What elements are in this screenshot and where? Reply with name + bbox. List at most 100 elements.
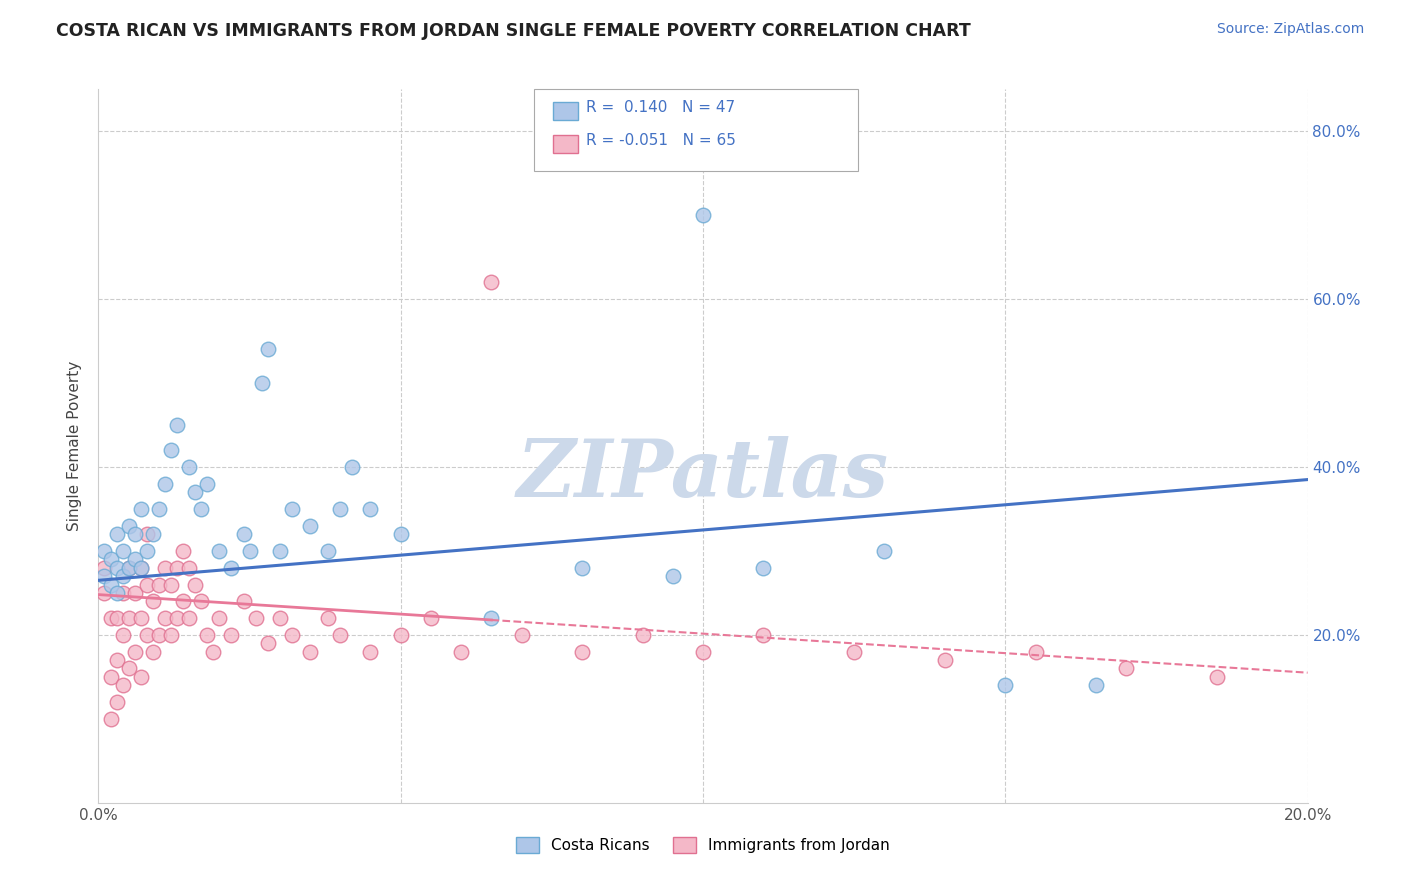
Point	[118, 661, 141, 675]
Point	[631, 628, 654, 642]
Point	[105, 611, 128, 625]
Point	[105, 586, 128, 600]
Point	[129, 502, 152, 516]
Text: Source: ZipAtlas.com: Source: ZipAtlas.com	[1216, 22, 1364, 37]
Point	[256, 343, 278, 357]
Point	[153, 560, 176, 574]
Point	[661, 569, 683, 583]
Point	[752, 628, 775, 642]
Point	[299, 645, 322, 659]
Point	[752, 560, 775, 574]
Point	[118, 611, 141, 625]
Point	[510, 628, 533, 642]
Point	[221, 560, 243, 574]
Point	[450, 645, 472, 659]
Point	[481, 611, 503, 625]
Point	[166, 417, 188, 432]
Point	[105, 653, 128, 667]
Point	[135, 544, 157, 558]
Point	[100, 611, 122, 625]
Point	[256, 636, 278, 650]
Point	[179, 560, 201, 574]
Point	[316, 544, 339, 558]
Point	[148, 628, 170, 642]
Point	[129, 560, 152, 574]
Point	[1206, 670, 1229, 684]
Point	[118, 560, 141, 574]
Point	[184, 485, 207, 500]
Point	[1024, 645, 1046, 659]
Point	[111, 678, 134, 692]
Point	[166, 611, 188, 625]
Point	[111, 586, 134, 600]
Point	[124, 552, 146, 566]
Point	[172, 594, 194, 608]
Point	[142, 527, 165, 541]
Point	[329, 502, 352, 516]
Point	[129, 670, 152, 684]
Point	[118, 560, 141, 574]
Point	[93, 569, 115, 583]
Point	[281, 502, 304, 516]
Text: COSTA RICAN VS IMMIGRANTS FROM JORDAN SINGLE FEMALE POVERTY CORRELATION CHART: COSTA RICAN VS IMMIGRANTS FROM JORDAN SI…	[56, 22, 972, 40]
Point	[129, 560, 152, 574]
Point	[148, 577, 170, 591]
Point	[195, 628, 218, 642]
Y-axis label: Single Female Poverty: Single Female Poverty	[67, 361, 83, 531]
Point	[179, 460, 201, 475]
Point	[135, 628, 157, 642]
Point	[100, 577, 122, 591]
Point	[190, 502, 212, 516]
Point	[153, 611, 176, 625]
Point	[934, 653, 956, 667]
Point	[329, 628, 352, 642]
Point	[172, 544, 194, 558]
Point	[994, 678, 1017, 692]
Point	[239, 544, 262, 558]
Point	[142, 594, 165, 608]
Point	[135, 527, 157, 541]
Point	[111, 569, 134, 583]
Point	[232, 594, 254, 608]
Point	[281, 628, 304, 642]
Point	[93, 544, 115, 558]
Legend: Costa Ricans, Immigrants from Jordan: Costa Ricans, Immigrants from Jordan	[510, 831, 896, 859]
Text: ZIPatlas: ZIPatlas	[517, 436, 889, 513]
Point	[844, 645, 866, 659]
Point	[571, 645, 593, 659]
Point	[105, 560, 128, 574]
Point	[208, 611, 231, 625]
Point	[153, 476, 176, 491]
Point	[245, 611, 267, 625]
Point	[93, 586, 115, 600]
Point	[420, 611, 443, 625]
Point	[692, 208, 714, 222]
Point	[481, 275, 503, 289]
Point	[135, 577, 157, 591]
Point	[105, 695, 128, 709]
Point	[93, 560, 115, 574]
Point	[1085, 678, 1108, 692]
Point	[160, 443, 183, 458]
Point	[148, 502, 170, 516]
Point	[232, 527, 254, 541]
Point	[250, 376, 273, 390]
Point	[190, 594, 212, 608]
Point	[221, 628, 243, 642]
Point	[118, 518, 141, 533]
Point	[160, 628, 183, 642]
Point	[184, 577, 207, 591]
Point	[100, 670, 122, 684]
Point	[873, 544, 896, 558]
Point	[100, 552, 122, 566]
Point	[208, 544, 231, 558]
Point	[142, 645, 165, 659]
Point	[360, 502, 382, 516]
Point	[111, 628, 134, 642]
Point	[124, 645, 146, 659]
Point	[179, 611, 201, 625]
Point	[1115, 661, 1137, 675]
Point	[111, 544, 134, 558]
Point	[316, 611, 339, 625]
Point	[360, 645, 382, 659]
